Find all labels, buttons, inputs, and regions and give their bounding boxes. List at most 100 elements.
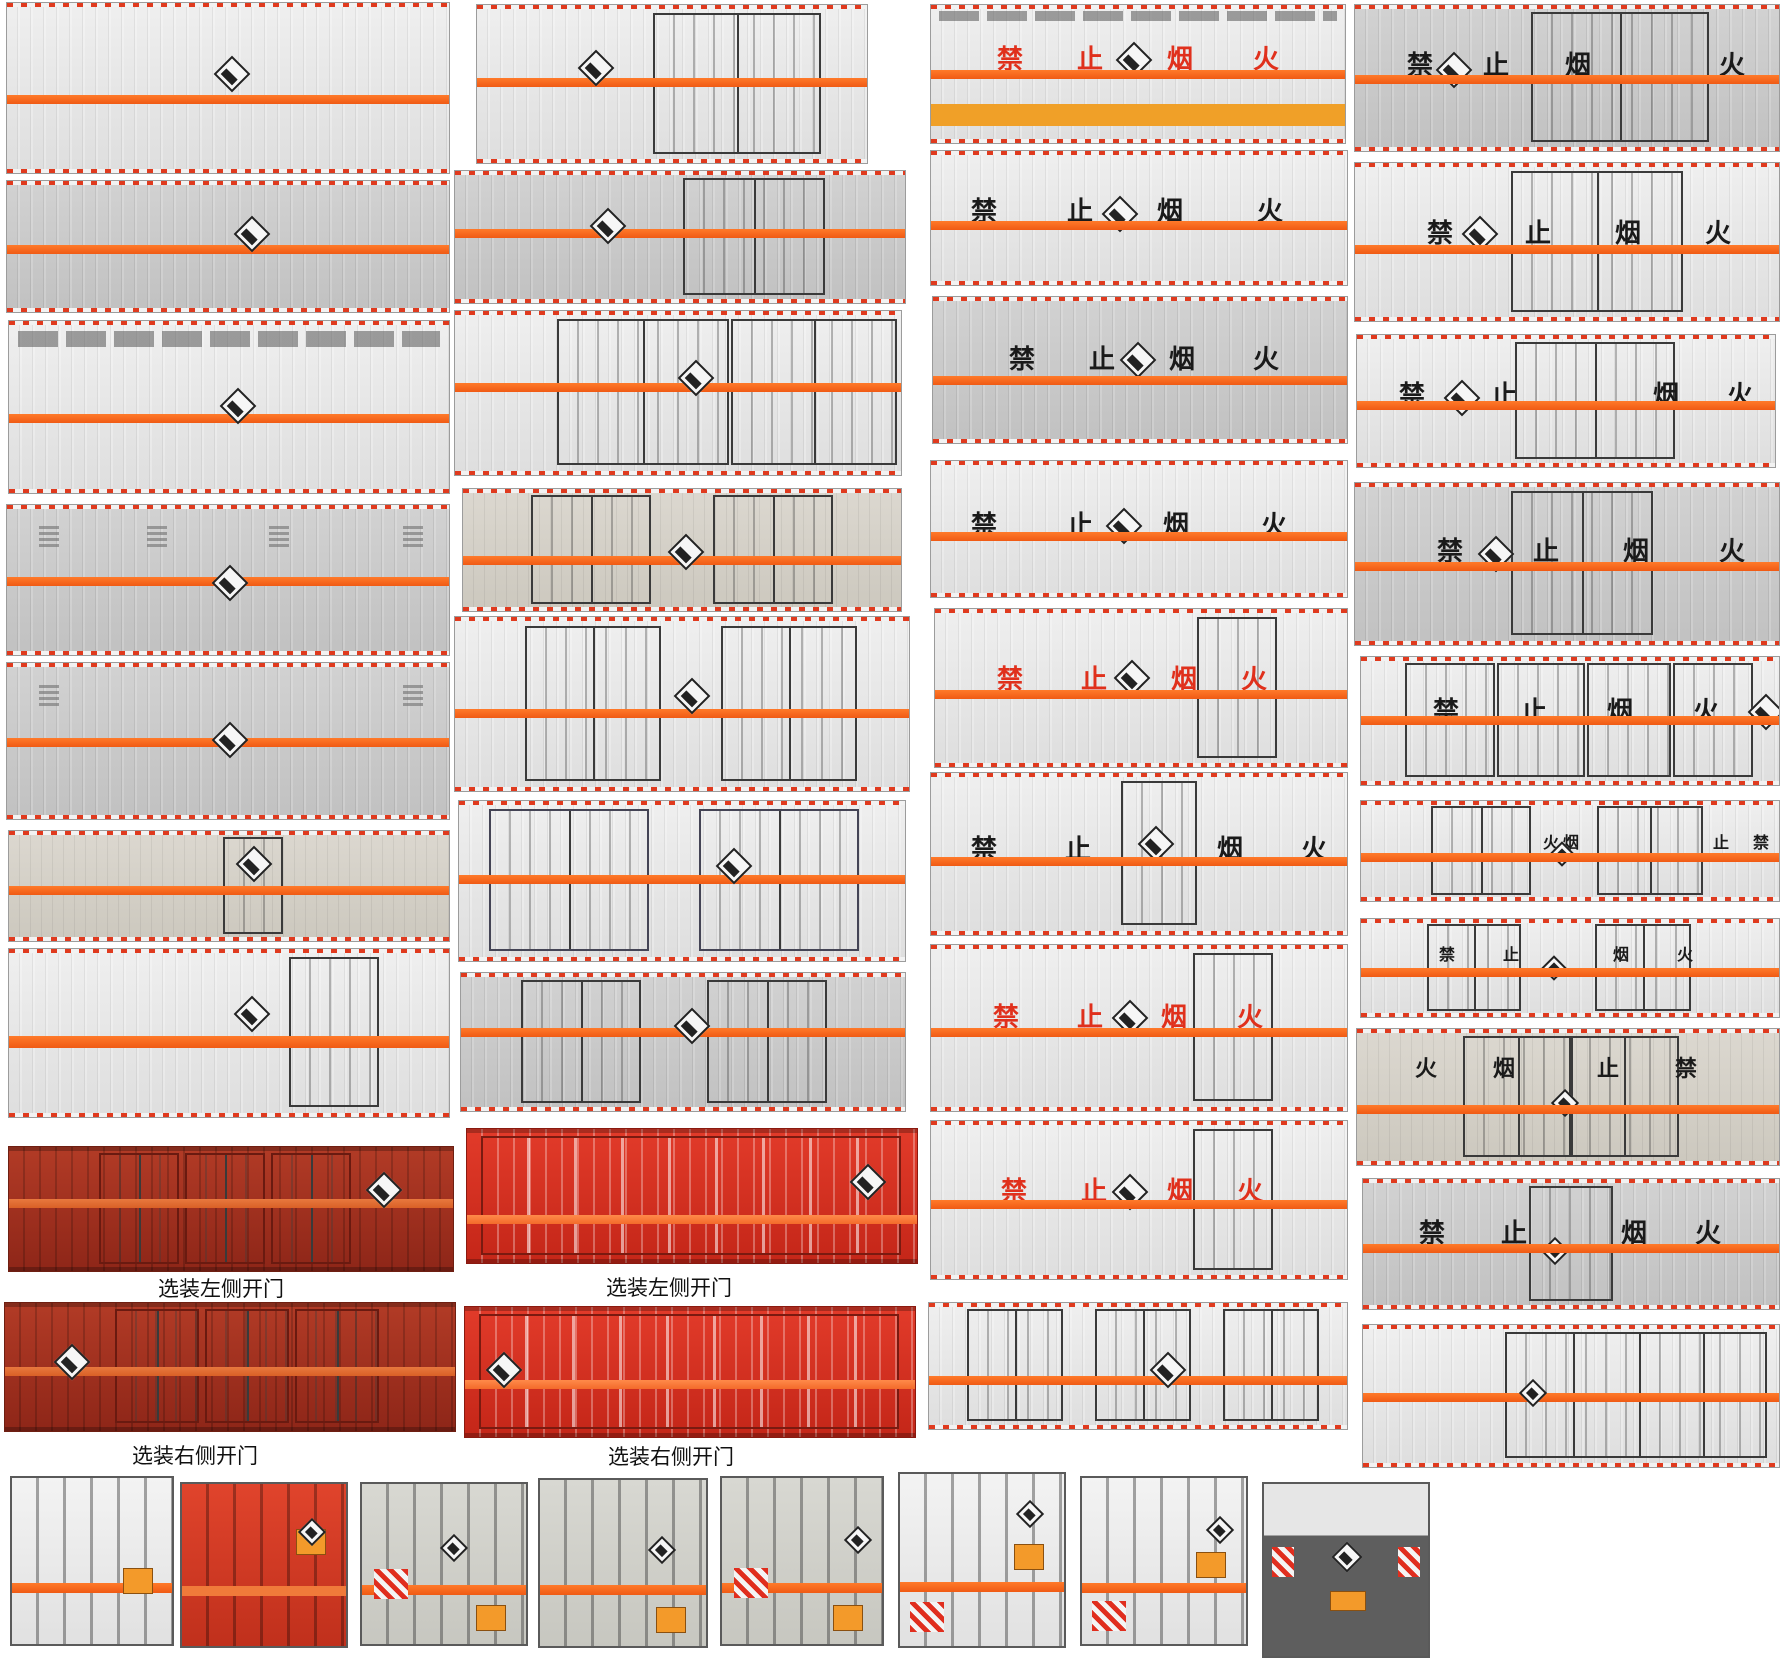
side-door (1431, 806, 1531, 895)
side-door (289, 957, 379, 1107)
option-caption: 选装左侧开门 (606, 1276, 732, 1300)
box-side-view: 禁 止 烟 火 (934, 608, 1348, 768)
box-side-view: 火 烟 止 禁 (1360, 800, 1780, 902)
box-side-view: 禁 止 烟 火 (1354, 162, 1780, 322)
box-side-view (1362, 1324, 1780, 1468)
corrosive-hazard-diamond-icon (211, 721, 249, 759)
hazard-placard (122, 1568, 153, 1595)
side-door (271, 1153, 351, 1264)
box-side-view: 禁 止 烟 火 (1354, 482, 1780, 646)
box-side-view (6, 504, 450, 656)
warning-char: 止 (1503, 945, 1520, 964)
corrosive-hazard-diamond-icon (647, 1535, 677, 1565)
side-door (1463, 1035, 1573, 1157)
box-side-view (6, 180, 450, 313)
warning-char: 烟 (1171, 665, 1198, 695)
rear-chevron-marking (1272, 1546, 1294, 1577)
hazard-placard (832, 1604, 863, 1631)
vent (39, 684, 59, 707)
warning-char: 止 (1713, 833, 1730, 852)
side-door (99, 1153, 179, 1264)
warning-char: 火 (1705, 219, 1732, 249)
reflective-stripe (1361, 853, 1779, 862)
hazard-placard (656, 1606, 687, 1633)
reflective-stripe (182, 1586, 346, 1597)
box-side-view-red (8, 1146, 454, 1272)
warning-char: 禁 (1407, 51, 1434, 81)
side-door (1427, 923, 1521, 1012)
side-door (1223, 1309, 1319, 1422)
box-side-view: 火 烟 止 禁 (1356, 1028, 1780, 1166)
warning-char: 禁 (1437, 537, 1464, 567)
corrosive-hazard-diamond-icon (673, 1007, 711, 1045)
side-door (1197, 616, 1277, 758)
vent (269, 526, 289, 548)
hazard-placard (1196, 1551, 1227, 1578)
warning-char: 禁 (993, 1003, 1020, 1033)
warning-char: 火 (1237, 1003, 1264, 1033)
corrosive-hazard-diamond-icon (843, 1525, 873, 1555)
reflective-stripe (362, 1584, 526, 1595)
option-caption: 选装右侧开门 (608, 1445, 734, 1469)
side-door (713, 495, 833, 604)
box-side-view (928, 1302, 1348, 1430)
warning-char: 止 (1525, 219, 1552, 249)
side-door (1193, 1128, 1273, 1270)
reflective-stripe (1357, 1105, 1779, 1115)
warning-char: 禁 (1439, 945, 1456, 964)
hazard-placard (1014, 1544, 1045, 1571)
corrosive-hazard-diamond-icon (439, 1533, 469, 1563)
reflective-stripe (5, 1367, 455, 1376)
reflective-stripe (722, 1582, 882, 1593)
side-door (1511, 170, 1683, 312)
warning-char: 烟 (1157, 197, 1184, 227)
corrosive-hazard-diamond-icon (1443, 379, 1481, 417)
warning-char: 烟 (1565, 51, 1592, 81)
box-side-view (8, 948, 450, 1118)
box-side-view (6, 662, 450, 820)
reflective-stripe (9, 1036, 449, 1049)
warning-char: 火 (1415, 1057, 1438, 1082)
box-rear-view (720, 1476, 884, 1646)
warning-char: 禁 (971, 197, 998, 227)
corrosive-hazard-diamond-icon (211, 564, 249, 602)
side-door (721, 625, 857, 781)
side-door (185, 1153, 265, 1264)
side-door (1529, 1185, 1613, 1302)
warning-char: 烟 (1615, 219, 1642, 249)
warning-char: 止 (1077, 45, 1104, 75)
box-side-view (454, 170, 906, 304)
warning-char: 禁 (1675, 1057, 1698, 1082)
reflective-stripe (1355, 75, 1779, 85)
side-door (1569, 1035, 1679, 1157)
warning-char: 火 (1695, 1219, 1722, 1249)
side-door (481, 1135, 901, 1255)
warning-char: 烟 (1167, 45, 1194, 75)
reflective-stripe (540, 1584, 706, 1595)
warning-char: 火 (1253, 345, 1280, 375)
reflective-stripe (1357, 401, 1775, 410)
corrosive-hazard-diamond-icon (1205, 1515, 1235, 1545)
warning-char: 止 (1067, 197, 1094, 227)
option-caption: 选装右侧开门 (132, 1444, 258, 1468)
box-side-view (458, 800, 906, 962)
warning-char: 禁 (1427, 219, 1454, 249)
box-side-view: 禁 止 烟 火 (1354, 4, 1780, 152)
box-rear-view-liftgate (1262, 1482, 1430, 1658)
box-side-view: 禁 止 烟 火 (930, 4, 1346, 144)
reflective-stripe (459, 874, 905, 884)
box-side-view (460, 972, 906, 1112)
warning-char: 火 (1719, 51, 1746, 81)
reflective-stripe (1355, 562, 1779, 572)
corrosive-hazard-diamond-icon (1015, 1499, 1045, 1529)
warning-char: 止 (1597, 1057, 1620, 1082)
reflective-stripe (931, 1200, 1347, 1209)
hazard-placard (476, 1605, 507, 1632)
box-side-view: 禁 止 烟 火 (930, 772, 1348, 936)
reflective-stripe (9, 1199, 453, 1209)
side-door (1515, 341, 1675, 460)
box-side-view: 禁 止 烟 火 (1356, 334, 1776, 468)
warning-char: 火 (1241, 665, 1268, 695)
reflective-stripe (7, 245, 449, 255)
warning-char: 烟 (1493, 1057, 1516, 1082)
